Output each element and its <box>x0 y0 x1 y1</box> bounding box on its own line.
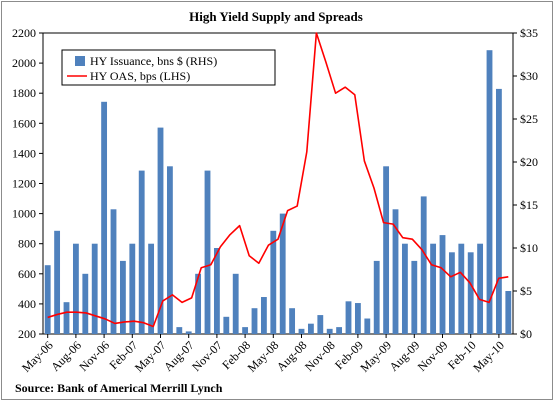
issuance-bar <box>82 273 89 334</box>
left-tick-label: 1400 <box>12 146 36 160</box>
left-tick-label: 400 <box>18 297 36 311</box>
issuance-bar <box>448 252 455 334</box>
issuance-bar <box>364 318 371 334</box>
issuance-bar <box>505 291 512 334</box>
right-tick-label: $35 <box>520 26 538 40</box>
issuance-bar <box>204 170 211 334</box>
x-tick-label: May-09 <box>357 338 394 375</box>
issuance-bar <box>279 213 286 334</box>
legend-label-issuance: HY Issuance, bns $ (RHS) <box>90 54 217 68</box>
right-tick-label: $25 <box>520 112 538 126</box>
x-tick-label: May-06 <box>19 338 56 375</box>
issuance-bar <box>411 260 418 334</box>
issuance-bar <box>91 243 98 334</box>
issuance-bar <box>326 328 333 334</box>
x-tick-label: Aug-09 <box>387 338 423 374</box>
x-tick-label: Nov-06 <box>76 338 112 374</box>
issuance-bar <box>307 323 314 334</box>
issuance-bar <box>467 252 474 334</box>
right-tick-label: $5 <box>520 284 532 298</box>
issuance-bar <box>195 273 202 334</box>
issuance-bar <box>317 315 324 334</box>
legend: HY Issuance, bns $ (RHS) HY OAS, bps (LH… <box>61 49 276 86</box>
x-tick-label: Aug-06 <box>48 338 84 374</box>
issuance-bar <box>138 170 145 334</box>
issuance-bar <box>232 273 239 334</box>
x-tick-label: Aug-08 <box>274 338 310 374</box>
issuance-bar <box>157 127 164 334</box>
issuance-bar <box>298 328 305 334</box>
issuance-bar <box>148 243 155 334</box>
source-note: Source: Bank of Americal Merrill Lynch <box>15 381 223 395</box>
legend-swatch-issuance <box>75 56 85 66</box>
issuance-bar <box>486 50 493 334</box>
issuance-bar <box>101 101 108 334</box>
right-tick-label: $0 <box>520 327 532 341</box>
issuance-bars <box>44 50 512 335</box>
issuance-bar <box>439 235 446 334</box>
issuance-bar <box>251 308 258 334</box>
issuance-bar <box>401 243 408 334</box>
right-tick-label: $20 <box>520 155 538 169</box>
issuance-bar <box>420 196 427 334</box>
issuance-bar <box>336 327 343 334</box>
left-tick-label: 2200 <box>12 26 36 40</box>
left-tick-label: 1200 <box>12 177 36 191</box>
chart-title: High Yield Supply and Spreads <box>189 9 363 24</box>
legend-label-oas: HY OAS, bps (LHS) <box>90 69 190 83</box>
oas-line-path <box>47 32 509 328</box>
x-tick-label: Nov-09 <box>415 338 451 374</box>
issuance-bar <box>458 243 465 334</box>
issuance-bar <box>213 248 220 334</box>
issuance-bar <box>430 243 437 334</box>
x-tick-label: May-07 <box>132 338 169 375</box>
left-tick-label: 1000 <box>12 207 36 221</box>
left-tick-label: 200 <box>18 327 36 341</box>
x-tick-label: May-08 <box>245 338 282 375</box>
legend-box <box>61 49 276 86</box>
issuance-bar <box>289 308 296 334</box>
right-tick-label: $15 <box>520 198 538 212</box>
oas-line <box>47 32 509 328</box>
issuance-bar <box>242 327 249 334</box>
issuance-bar <box>166 166 173 334</box>
left-tick-label: 1800 <box>12 86 36 100</box>
issuance-bar <box>129 243 136 334</box>
issuance-bar <box>176 327 183 334</box>
issuance-bar <box>185 331 192 334</box>
x-tick-label: Nov-08 <box>302 338 338 374</box>
issuance-bar <box>72 243 79 334</box>
x-tick-label: Aug-07 <box>161 338 197 374</box>
issuance-bar <box>383 166 390 334</box>
right-tick-label: $10 <box>520 241 538 255</box>
issuance-bar <box>44 265 51 334</box>
issuance-bar <box>110 209 117 334</box>
left-tick-label: 1600 <box>12 116 36 130</box>
left-tick-label: 600 <box>18 267 36 281</box>
issuance-bar <box>54 230 61 334</box>
issuance-bar <box>63 302 70 334</box>
issuance-bar <box>119 260 126 334</box>
issuance-bar <box>477 243 484 334</box>
issuance-bar <box>345 301 352 334</box>
issuance-bar <box>270 230 277 334</box>
issuance-bar <box>495 88 502 335</box>
x-tick-label: May-10 <box>470 338 507 375</box>
issuance-bar <box>354 303 361 334</box>
left-tick-label: 800 <box>18 237 36 251</box>
right-tick-label: $30 <box>520 69 538 83</box>
x-tick-label: Nov-07 <box>189 338 225 374</box>
issuance-bar <box>260 297 267 334</box>
issuance-bar <box>373 260 380 334</box>
issuance-bar <box>223 316 230 334</box>
left-tick-label: 2000 <box>12 56 36 70</box>
issuance-bar <box>392 209 399 334</box>
